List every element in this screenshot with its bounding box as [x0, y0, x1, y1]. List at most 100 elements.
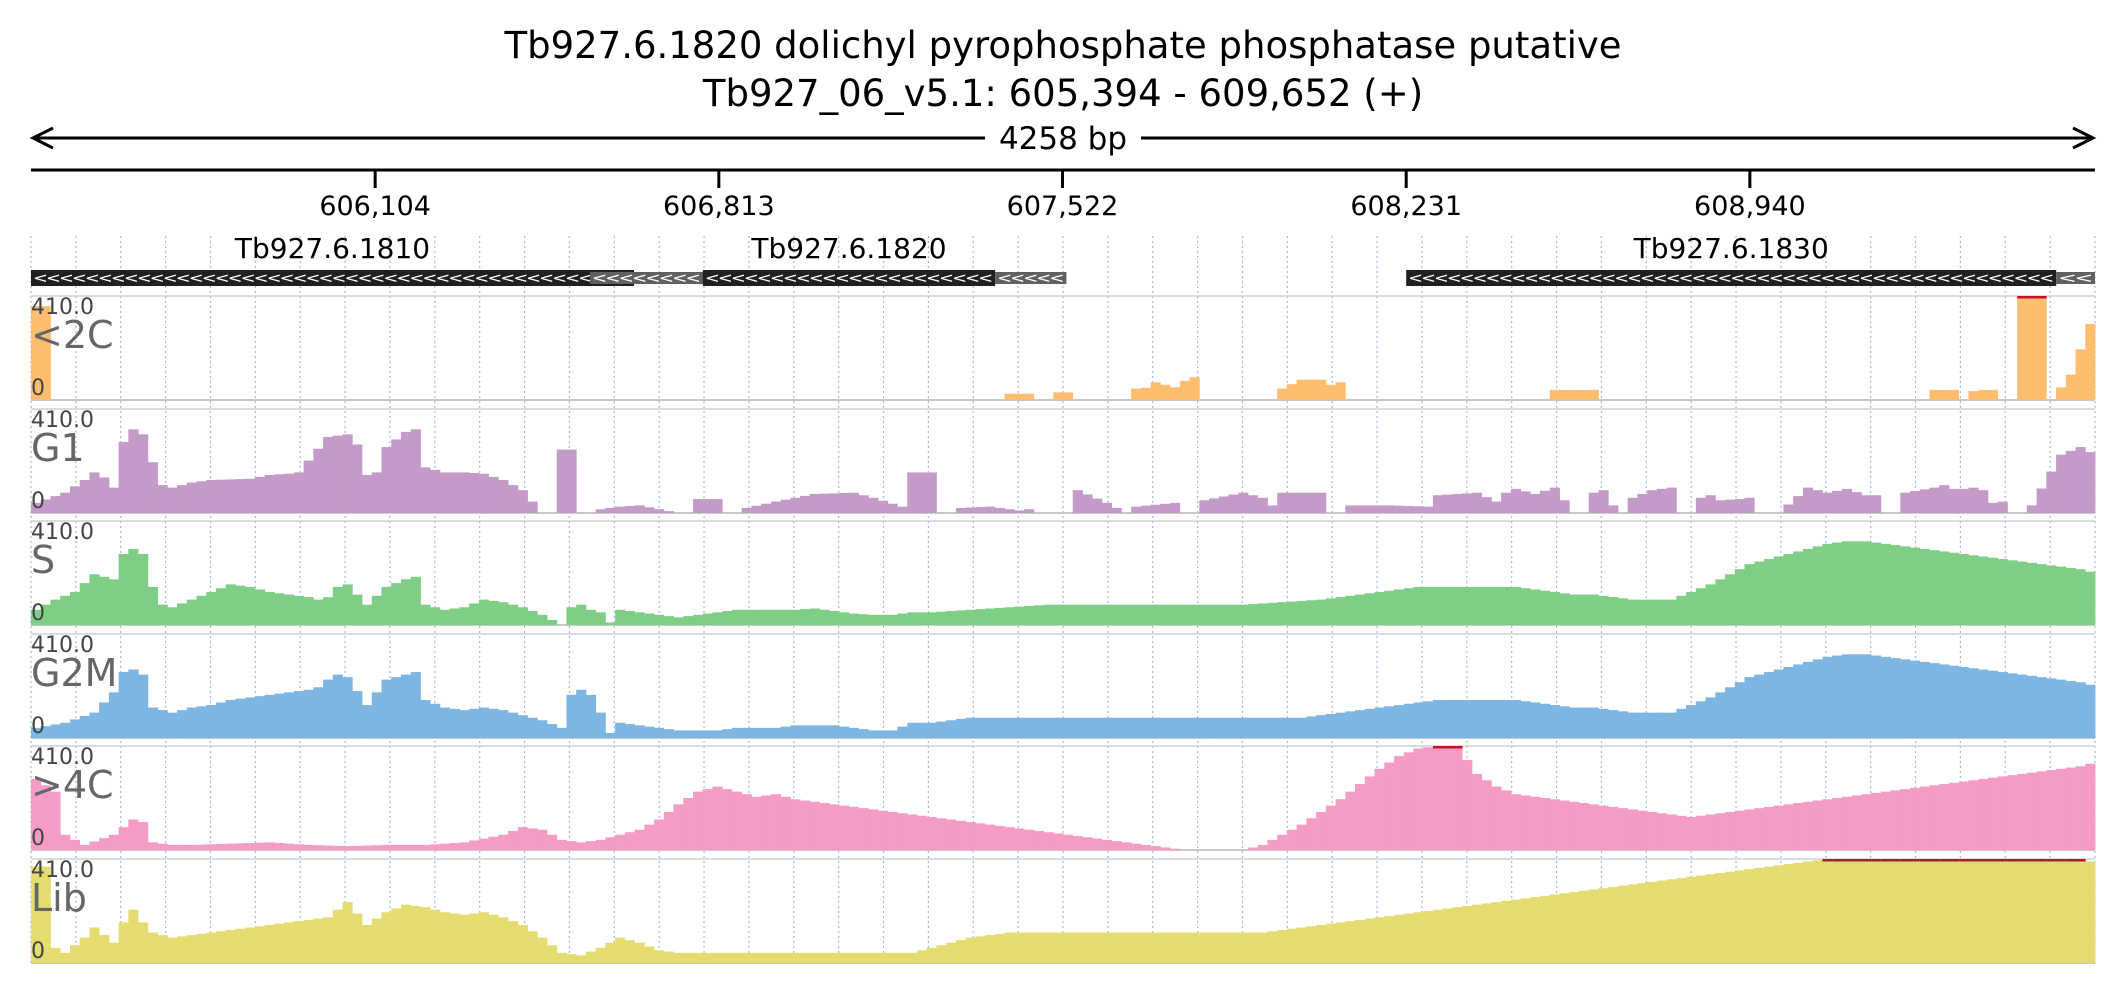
- coverage-bar: [1296, 824, 1307, 850]
- coverage-bar: [829, 493, 840, 513]
- coverage-bar: [731, 952, 743, 963]
- coverage-bar: [848, 727, 859, 738]
- coverage-bar: [1423, 586, 1434, 625]
- coverage-bar: [1394, 505, 1405, 513]
- coverage-bar: [1948, 552, 1960, 625]
- coverage-bar: [1471, 586, 1483, 625]
- coverage-bar: [673, 617, 684, 625]
- coverage-bar: [1939, 389, 1950, 400]
- coverage-bar: [2075, 682, 2086, 738]
- coverage-bar: [1958, 488, 1969, 513]
- coverage-bar: [1471, 904, 1483, 963]
- coverage-bar: [1540, 703, 1551, 738]
- clip-marker: [1910, 859, 1921, 862]
- coverage-bar: [1676, 595, 1687, 625]
- coverage-bar: [1569, 594, 1580, 625]
- coverage-bar: [1384, 505, 1395, 513]
- coverage-bar: [1540, 590, 1551, 625]
- coverage-bar: [537, 937, 548, 963]
- coverage-bar: [1257, 603, 1268, 625]
- coverage-bar: [1491, 902, 1502, 963]
- coverage-bar: [819, 493, 830, 513]
- coverage-bar: [352, 594, 363, 625]
- coverage-bar: [1082, 604, 1093, 625]
- coverage-bar: [196, 595, 207, 625]
- coverage-bar: [693, 499, 704, 513]
- coverage-bar: [138, 922, 149, 963]
- coverage-bar: [1841, 796, 1853, 850]
- coverage-bar: [741, 727, 752, 738]
- coverage-bar: [2046, 859, 2057, 963]
- coverage-bar: [955, 718, 967, 738]
- coverage-bar: [1501, 900, 1512, 963]
- coverage-bar: [108, 942, 120, 963]
- coverage-bar: [1987, 502, 1999, 513]
- coverage-bar: [1705, 697, 1716, 738]
- coverage-bar: [1364, 708, 1375, 738]
- coverage-bar: [1403, 752, 1414, 850]
- coverage-bar: [1335, 597, 1346, 625]
- coverage-bar: [1024, 393, 1035, 400]
- coverage-bar: [1851, 859, 1862, 963]
- coverage-bar: [89, 841, 100, 850]
- coverage-bar: [527, 611, 538, 625]
- coverage-bar: [430, 607, 441, 625]
- coverage-bar: [1686, 876, 1697, 963]
- coverage-bar: [1043, 932, 1054, 963]
- coverage-bar: [994, 507, 1005, 513]
- coverage-bar: [186, 844, 197, 850]
- coverage-bar: [1462, 493, 1473, 513]
- coverage-bar: [498, 480, 509, 513]
- coverage-bar: [654, 819, 665, 850]
- coverage-bar: [2026, 505, 2037, 513]
- coverage-bar: [1296, 600, 1307, 625]
- coverage-bar: [975, 936, 986, 963]
- track-name-label: >4C: [31, 763, 114, 807]
- coverage-bar: [1394, 705, 1405, 738]
- coverage-bar: [1121, 842, 1132, 850]
- coverage-bar: [1948, 859, 1960, 963]
- coverage-bar: [1452, 586, 1463, 625]
- coverage-bar: [157, 604, 168, 625]
- coverage-bar: [878, 730, 889, 738]
- coverage-bar: [1209, 932, 1220, 963]
- coverage-bar: [770, 794, 782, 850]
- coverage-bar: [469, 473, 480, 513]
- coverage-bar: [1121, 932, 1132, 963]
- coverage-bar: [1101, 839, 1113, 850]
- coverage-bar: [1277, 930, 1288, 963]
- coverage-bar: [1997, 559, 2008, 625]
- coverage-bar: [1841, 541, 1853, 625]
- coverage-bar: [946, 720, 957, 738]
- coverage-bar: [79, 716, 90, 738]
- coverage-bar: [595, 509, 606, 513]
- chart-subtitle: Tb927_06_v5.1: 605,394 - 609,652 (+): [702, 72, 1423, 115]
- coverage-bar: [1520, 588, 1531, 625]
- coverage-bar: [761, 503, 772, 513]
- coverage-bar: [1579, 803, 1590, 850]
- coverage-bar: [1763, 559, 1775, 625]
- coverage-bar: [1530, 897, 1541, 963]
- coverage-bar: [1910, 491, 1921, 513]
- coverage-bar: [576, 689, 587, 738]
- clip-marker: [1822, 859, 1833, 862]
- coverage-bar: [1140, 387, 1152, 400]
- coverage-bar: [615, 609, 626, 625]
- coverage-bar: [1228, 717, 1239, 738]
- coverage-bar: [245, 586, 256, 625]
- coverage-bar: [371, 845, 382, 850]
- coverage-bar: [2065, 767, 2076, 850]
- coverage-bar: [1978, 778, 1989, 850]
- coverage-bar: [342, 846, 353, 850]
- coverage-bar: [2056, 859, 2067, 963]
- coverage-bar: [1394, 756, 1405, 850]
- coverage-bar: [1179, 932, 1190, 963]
- gene-utr: [995, 272, 1067, 284]
- coverage-bar: [478, 838, 489, 850]
- coverage-bar: [897, 952, 908, 963]
- coverage-bar: [1374, 505, 1385, 513]
- coverage-bar: [1491, 501, 1502, 513]
- coverage-bar: [1024, 717, 1035, 738]
- coverage-bar: [235, 928, 246, 963]
- coverage-bar: [342, 584, 353, 625]
